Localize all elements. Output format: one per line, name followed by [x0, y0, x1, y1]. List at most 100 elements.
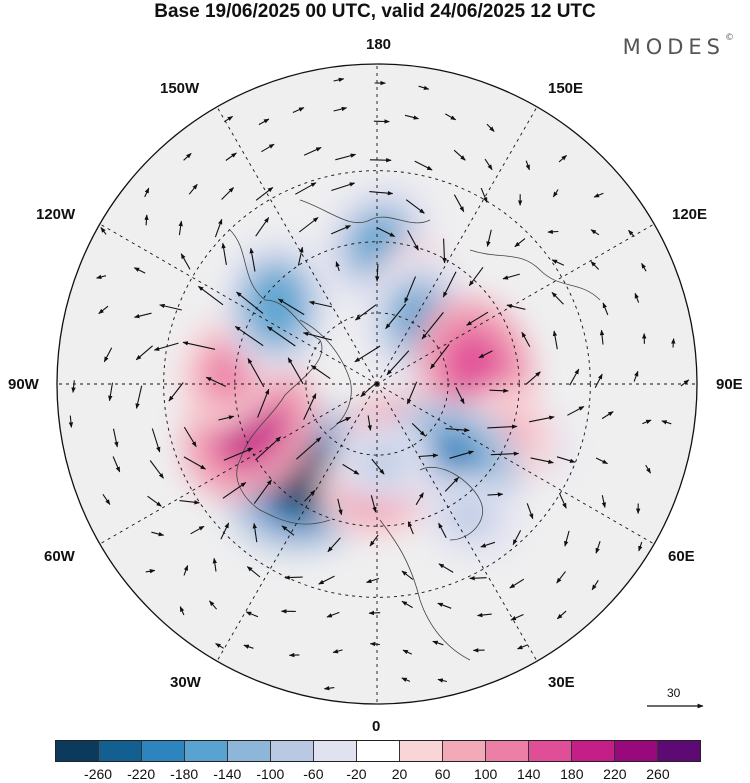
lon-label-30e: 30E [548, 674, 575, 691]
wind-vector [386, 350, 410, 376]
wind-vector [255, 217, 270, 237]
wind-vector [153, 342, 179, 351]
wind-vector [430, 344, 450, 370]
wind-vector [401, 570, 414, 580]
wind-vector [432, 640, 444, 646]
wind-vector [509, 578, 525, 589]
wind-vector [221, 242, 227, 265]
wind-vector [404, 276, 417, 304]
wind-vector [100, 227, 107, 235]
wind-vector [506, 304, 526, 310]
wind-vector [308, 300, 333, 308]
wind-vector [368, 610, 381, 616]
colorbar-cell [98, 741, 141, 761]
colorbar-tick-label: 100 [473, 766, 498, 782]
wind-vector [151, 428, 161, 453]
wind-vector [197, 285, 224, 306]
graticule [57, 64, 697, 704]
brand-name: MODES [622, 35, 725, 59]
wind-vector [183, 564, 189, 576]
anomaly-black-sea-low [446, 495, 492, 535]
wind-vector [151, 531, 165, 537]
wind-vector [418, 85, 430, 90]
wind-vector [633, 370, 639, 382]
wind-vector [411, 423, 426, 437]
colorbar-cell [528, 741, 571, 761]
wind-vector [438, 563, 454, 573]
wind-vector [375, 264, 380, 282]
wind-vector [489, 388, 509, 393]
wind-vector [453, 149, 466, 161]
wind-vector [221, 187, 234, 200]
chart-title: Base 19/06/2025 00 UTC, valid 24/06/2025… [154, 1, 596, 22]
wind-vector [71, 380, 76, 393]
wind-vector [342, 463, 360, 475]
wind-vector [468, 266, 484, 287]
lon-label-120w: 120W [36, 206, 76, 223]
wind-vector [258, 118, 270, 126]
wind-vector [628, 229, 635, 237]
wind-vector [261, 143, 275, 153]
wind-vector [590, 261, 600, 270]
wind-vector [168, 382, 184, 402]
meridian-line [376, 383, 538, 662]
wind-vector [95, 274, 107, 280]
wind-vector [223, 447, 254, 461]
wind-vector [337, 498, 343, 516]
wind-vector [326, 611, 340, 618]
wind-vector [159, 303, 182, 311]
wind-vector [247, 358, 265, 388]
wind-vector [369, 190, 394, 196]
wind-vector [642, 419, 652, 425]
colorbar-cell [227, 741, 270, 761]
wind-vector [512, 530, 522, 546]
wind-vector [103, 347, 113, 363]
meridian-line [216, 383, 378, 662]
wind-vector [318, 575, 335, 585]
wind-vector [530, 457, 554, 464]
lon-label-60w: 60W [44, 548, 75, 565]
wind-vector [469, 575, 487, 581]
colorbar-tick-label: -180 [170, 766, 199, 782]
wind-vector [641, 262, 647, 272]
wind-vector [558, 154, 567, 163]
wind-vector [595, 541, 601, 554]
wind-vector [369, 641, 380, 647]
wind-vector [486, 123, 495, 132]
wind-vector [369, 157, 392, 163]
wind-vector [179, 500, 200, 505]
wind-vector [220, 522, 230, 540]
wind-vector [68, 415, 74, 428]
wind-vector [438, 522, 447, 539]
wind-vector [224, 115, 234, 123]
wind-vector [112, 428, 119, 448]
wind-vector [183, 456, 206, 470]
wind-vector [222, 482, 247, 499]
wind-vector [144, 187, 150, 198]
wind-vector [569, 368, 580, 386]
wind-vector [246, 566, 261, 578]
colorbar-tick-label: -60 [303, 766, 324, 782]
lon-label-30w: 30W [170, 674, 201, 691]
map-boundary [56, 63, 698, 705]
wind-vector [149, 460, 164, 479]
wind-vector [292, 107, 305, 114]
wind-vector [376, 227, 396, 237]
meridian-line [376, 106, 538, 385]
meridian-line [376, 383, 655, 545]
wind-vector [638, 541, 643, 552]
lon-label-120e: 120E [672, 206, 708, 223]
wind-vector [255, 436, 282, 461]
wind-vector [564, 530, 570, 547]
wind-vector [551, 259, 565, 266]
wind-vector [370, 495, 377, 513]
wind-vector [102, 493, 111, 505]
wind-vector [354, 345, 381, 363]
colorbar-tick-label: 260 [646, 766, 670, 782]
wind-vector [525, 371, 541, 386]
wind-vector [133, 267, 146, 274]
wind-vector [310, 365, 331, 380]
colorbar-tick-label: -220 [127, 766, 156, 782]
wind-vector [591, 579, 599, 591]
wind-vector [336, 416, 352, 425]
